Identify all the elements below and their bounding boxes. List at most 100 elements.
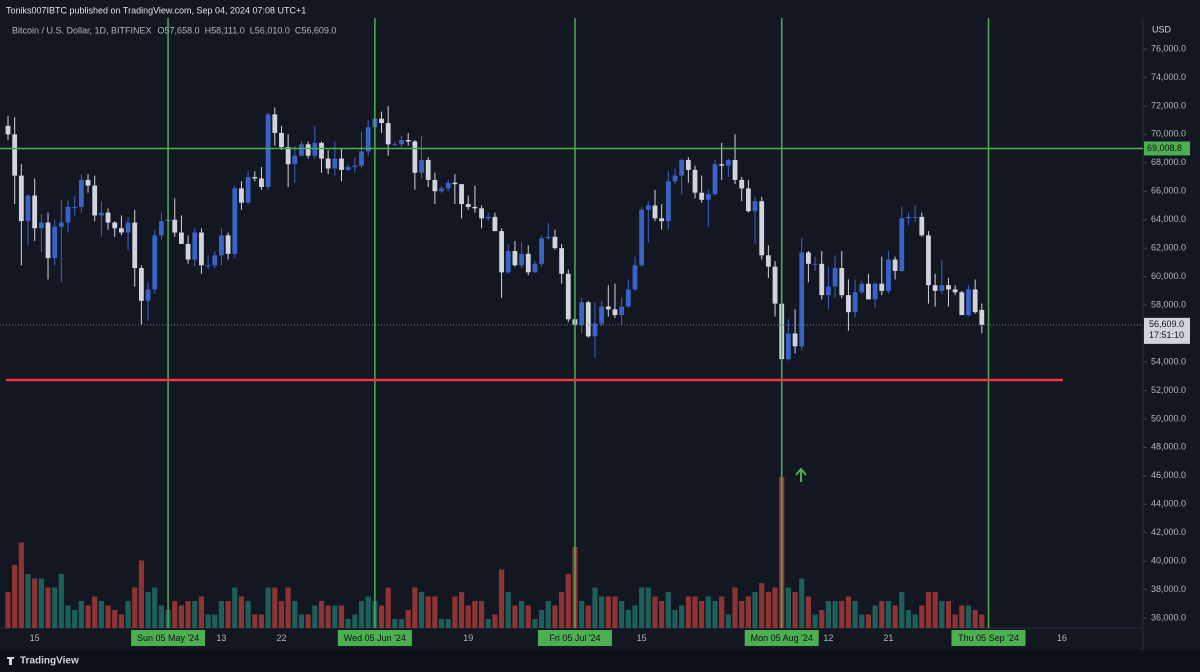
candle-body — [392, 144, 398, 146]
volume-bar — [905, 610, 912, 628]
candle-body — [659, 218, 665, 222]
x-tick-label: 12 — [823, 633, 833, 643]
candle-body — [72, 206, 78, 208]
candle-body — [846, 295, 851, 313]
volume-bar — [799, 578, 805, 628]
candle-body — [806, 252, 811, 264]
volume-bar — [539, 610, 545, 628]
volume-bar — [652, 596, 658, 628]
volume-bar — [545, 601, 551, 628]
up-arrow — [795, 467, 807, 482]
volume-bar — [725, 614, 731, 628]
x-tick-label: Mon 05 Aug '24 — [751, 633, 813, 643]
volume-bar — [218, 601, 225, 628]
candle-body — [379, 118, 384, 123]
candle-body — [425, 159, 431, 180]
candle-body — [352, 165, 358, 168]
volume-bar — [385, 587, 391, 628]
volume-bar — [112, 610, 118, 628]
volume-bar — [485, 619, 491, 628]
volume-bar — [492, 614, 498, 628]
candle-body — [192, 232, 198, 260]
level-label-box — [1144, 141, 1190, 156]
candle-body — [145, 289, 151, 301]
candle-body — [25, 195, 31, 222]
volume-bar — [265, 587, 271, 628]
volume-bar — [852, 601, 858, 628]
volume-bar — [18, 542, 24, 628]
candle-body — [38, 222, 44, 229]
candle-body — [599, 306, 605, 324]
candle-body — [519, 253, 524, 266]
volume-bar — [72, 610, 78, 628]
volume-bar — [552, 605, 558, 628]
volume-bar — [639, 587, 645, 628]
volume-bar — [625, 610, 631, 628]
candle-body — [199, 232, 204, 266]
volume-bar — [979, 614, 985, 628]
candle-body — [32, 195, 38, 229]
candle-body — [452, 182, 458, 185]
volume-bar — [85, 605, 91, 628]
published-note: Toniks007IBTC published on TradingView.c… — [6, 5, 306, 15]
volume-bar — [178, 605, 185, 628]
volume-bar — [258, 614, 265, 628]
volume-bar — [965, 605, 972, 628]
volume-bar — [78, 601, 84, 628]
volume-bar — [645, 587, 651, 628]
volume-bar — [765, 592, 771, 628]
candle-body — [252, 177, 258, 179]
x-tick-label: 15 — [637, 633, 647, 643]
volume-bar — [605, 596, 611, 628]
volume-bar — [245, 601, 251, 628]
x-tick-label: Sun 05 May '24 — [137, 633, 199, 643]
volume-bar — [45, 587, 51, 628]
candle-body — [792, 333, 798, 347]
volume-bar — [952, 614, 958, 628]
volume-bar — [205, 614, 211, 628]
candle-body — [98, 212, 104, 216]
candle-body — [772, 266, 778, 304]
volume-bar — [885, 601, 892, 628]
candle-body — [459, 184, 464, 205]
candle-body — [952, 289, 958, 293]
volume-bar — [132, 587, 138, 628]
volume-bar — [739, 601, 745, 628]
candle-body — [52, 226, 58, 259]
volume-bar — [498, 569, 505, 628]
candle-body — [839, 268, 845, 296]
candle-body — [405, 140, 411, 142]
candle-body — [485, 216, 491, 219]
volume-bar — [619, 601, 625, 628]
volume-bar — [5, 592, 11, 628]
candle-body — [159, 221, 164, 236]
volume-bar — [785, 587, 791, 628]
candle-body — [645, 205, 651, 210]
x-tick-label: 16 — [1057, 633, 1067, 643]
volume-bar — [599, 596, 605, 628]
volume-bar — [58, 574, 64, 628]
volume-bar — [152, 587, 158, 628]
candle-body — [85, 179, 91, 186]
candle-body — [832, 268, 838, 287]
y-tick-label: 48,000.0 — [1151, 442, 1186, 452]
volume-bar — [358, 601, 365, 628]
volume-bar — [665, 592, 671, 628]
candle-body — [932, 285, 938, 291]
candle-body — [852, 292, 858, 313]
volume-bar — [432, 596, 438, 628]
candle-body — [445, 182, 451, 189]
volume-bar — [512, 605, 518, 628]
volume-bar — [565, 574, 571, 628]
candle-body — [319, 142, 324, 159]
volume-bar — [465, 605, 471, 628]
volume-bar — [705, 596, 711, 628]
volume-bar — [525, 605, 531, 628]
date-marker-box — [951, 630, 1026, 646]
volume-bar — [579, 601, 585, 628]
volume-bar — [198, 596, 205, 628]
volume-bar — [425, 596, 431, 628]
candle-body — [946, 285, 951, 290]
candle-body — [906, 216, 911, 219]
volume-bar — [832, 601, 838, 628]
